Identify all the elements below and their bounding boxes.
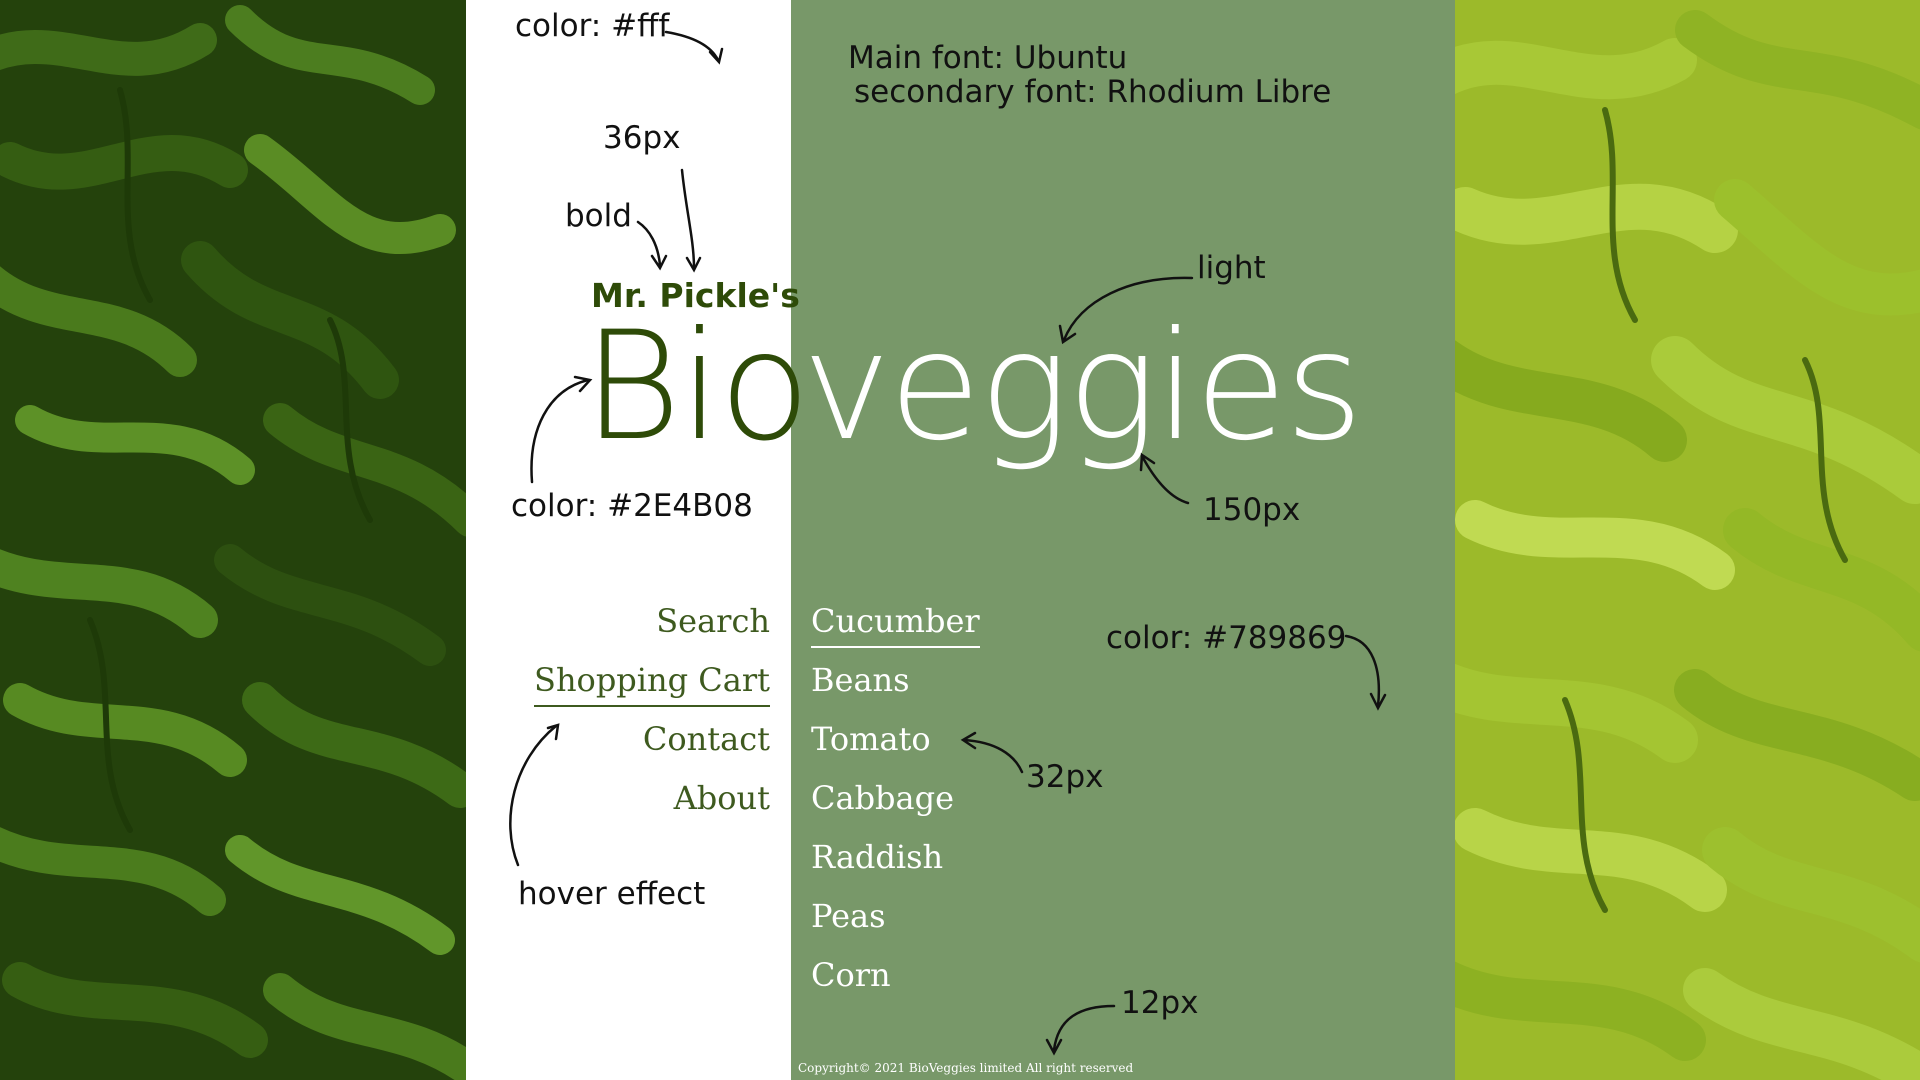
brand-title-bio: Bio [583,300,811,474]
nav-search[interactable]: Search [470,602,770,640]
annotation-hover-effect: hover effect [518,876,706,912]
annotation-color-dark-green: color: #2E4B08 [511,488,753,524]
annotation-light: light [1197,250,1266,286]
annotation-color-sage: color: #789869 [1106,620,1347,656]
nav-cucumber-label: Cucumber [811,602,980,648]
nav-raddish[interactable]: Raddish [811,838,943,876]
nav-shopping-cart-label: Shopping Cart [534,661,770,707]
nav-contact-label: Contact [642,720,770,758]
nav-cabbage-label: Cabbage [811,779,955,817]
nav-peas[interactable]: Peas [811,897,886,935]
nav-shopping-cart[interactable]: Shopping Cart [470,661,770,707]
brand-title-veggies: veggies [802,300,1363,474]
nav-search-label: Search [656,602,770,640]
nav-about-label: About [673,779,770,817]
annotation-12px: 12px [1121,985,1199,1021]
nav-contact[interactable]: Contact [470,720,770,758]
left-pepper-photo [0,0,466,1080]
annotation-bold: bold [565,198,632,234]
nav-corn-label: Corn [811,956,891,994]
annotation-36px: 36px [603,120,681,156]
nav-corn[interactable]: Corn [811,956,891,994]
nav-tomato[interactable]: Tomato [811,720,931,758]
sage-column [791,0,1455,1080]
annotation-32px: 32px [1026,759,1104,795]
annotation-150px: 150px [1203,492,1301,528]
nav-about[interactable]: About [470,779,770,817]
nav-tomato-label: Tomato [811,720,931,758]
footer-copyright: Copyright© 2021 BioVeggies limited All r… [798,1061,1134,1075]
nav-raddish-label: Raddish [811,838,944,876]
nav-peas-label: Peas [811,897,886,935]
nav-cucumber[interactable]: Cucumber [811,602,980,648]
annotation-secondary-font: secondary font: Rhodium Libre [854,74,1332,110]
annotation-main-font: Main font: Ubuntu [848,40,1128,76]
nav-beans-label: Beans [811,661,910,699]
white-column [466,0,791,1080]
brand-subtitle: Mr. Pickle's [591,276,800,315]
nav-beans[interactable]: Beans [811,661,910,699]
annotation-color-white: color: #fff [515,8,670,44]
nav-cabbage[interactable]: Cabbage [811,779,954,817]
right-pepper-photo [1455,0,1920,1080]
